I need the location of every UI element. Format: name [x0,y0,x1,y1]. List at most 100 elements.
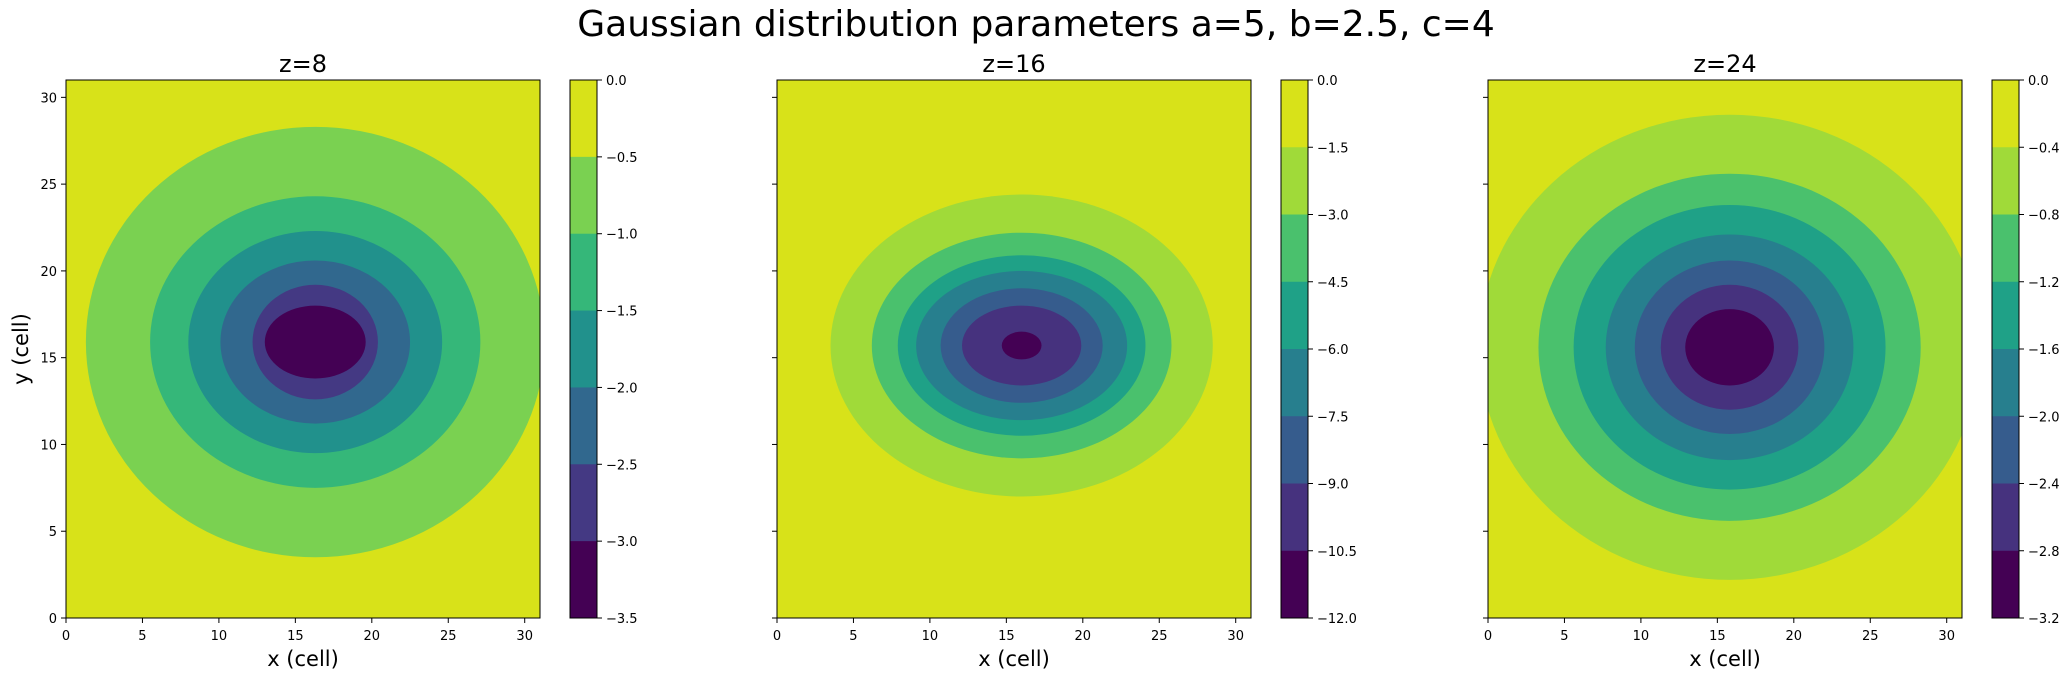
y-tick-label: 20 [40,265,57,280]
colorbar-tick-label: −10.5 [1317,545,1357,560]
contour-band [264,305,366,379]
colorbar-tick-label: −1.5 [1317,141,1349,156]
y-tick-label: 0 [49,612,57,627]
colorbar: 0.0 −0.5 −1.0 −1.5 −2.0 −2.5 −3.0 −3.5 [569,74,638,627]
subplot-title: z=24 [1693,50,1756,78]
colorbar-segment [570,233,597,312]
x-tick-label: 25 [1151,629,1168,644]
contour-bands [1488,114,1962,580]
colorbar-segment [1992,550,2019,619]
colorbar-tick-label: −3.0 [1317,209,1349,224]
x-tick-label: 20 [364,629,381,644]
y-axis-label: y (cell) [9,313,33,385]
colorbar-tick-label: −9.0 [1317,478,1349,493]
colorbar-segment [570,541,597,619]
colorbar-segment [1992,147,2019,215]
colorbar-tick-label: −1.2 [2028,276,2060,291]
colorbar: 0.0 −1.5 −3.0 −4.5 −6.0 −7.5 −9.0 −10.5 −12.0 [1280,74,1357,627]
colorbar-segment [570,156,597,235]
axes-frame [776,79,1252,619]
x-axis-label: x (cell) [267,647,339,671]
colorbar-segment [1281,483,1308,552]
x-tick-label: 30 [1938,629,1955,644]
x-tick-label: 0 [1484,629,1492,644]
colorbar-segment [1992,349,2019,417]
contour-bands [830,194,1213,497]
x-tick-label: 10 [1633,629,1650,644]
colorbar: 0.0 −0.4 −0.8 −1.2 −1.6 −2.0 −2.4 −2.8 −3.2 [1991,74,2060,627]
x-tick-label: 5 [849,629,857,644]
colorbar-tick-label: −1.5 [606,305,638,320]
colorbar-segment [570,464,597,542]
x-tick-label: 20 [1075,629,1092,644]
subplot-panels: 0 5 10 15 20 25 30 0 5 10 15 20 25 30 z=8 x (cell) y (ce… [9,50,2060,671]
x-tick-label: 0 [62,629,70,644]
y-tick-label: 10 [40,438,57,453]
colorbar-segment [1281,349,1308,417]
x-tick-label: 25 [1862,629,1879,644]
colorbar-tick-label: −2.0 [2028,410,2060,425]
x-tick-label: 5 [138,629,146,644]
colorbar-tick-label: −1.6 [2028,343,2060,358]
colorbar-segment [1281,214,1308,283]
contour-bands [85,126,540,558]
subplot-title: z=8 [279,50,327,78]
colorbar-segment [1992,281,2019,350]
colorbar-segment [1992,214,2019,283]
colorbar-segment [570,310,597,388]
contour-band [1001,331,1042,360]
colorbar-tick-label: −2.0 [606,381,638,396]
y-tick-label: 30 [40,91,57,106]
colorbar-tick-label: −3.0 [606,535,638,550]
axes-frame [65,79,541,619]
figure-suptitle: Gaussian distribution parameters a=5, b=… [577,4,1495,45]
colorbar-segment [570,80,597,158]
colorbar-segment [1281,80,1308,148]
colorbar-tick-label: −2.4 [2028,478,2060,493]
colorbar-tick-label: 0.0 [606,74,627,89]
y-tick-label: 15 [40,352,57,367]
y-tick-label: 25 [40,178,57,193]
subplot-3: 0 5 10 15 20 25 30 z=24 x (cell) 0.0 −0.4 −0.8 −1.2 −… [1483,50,2060,671]
colorbar-segment [570,387,597,465]
colorbar-segment [1281,550,1308,619]
x-tick-label: 0 [773,629,781,644]
x-tick-label: 10 [211,629,228,644]
colorbar-segment [1992,483,2019,552]
colorbar-tick-label: −7.5 [1317,410,1349,425]
colorbar-segment [1281,281,1308,350]
x-tick-label: 5 [1560,629,1568,644]
colorbar-tick-label: −2.5 [606,458,638,473]
x-tick-label: 25 [440,629,457,644]
colorbar-tick-label: −3.5 [606,612,638,627]
colorbar-tick-label: 0.0 [2028,74,2049,89]
colorbar-segment [1992,80,2019,148]
x-tick-label: 30 [1227,629,1244,644]
subplot-2: 0 5 10 15 20 25 30 z=16 x (cell) 0.0 −1.5 −3.0 −4.5 −… [772,50,1357,671]
contour-band [1685,309,1774,386]
x-tick-label: 30 [516,629,533,644]
colorbar-segment [1992,416,2019,484]
x-tick-label: 20 [1786,629,1803,644]
colorbar-tick-label: 0.0 [1317,74,1338,89]
subplot-title: z=16 [982,50,1045,78]
colorbar-tick-label: −0.8 [2028,209,2060,224]
x-tick-label: 15 [1709,629,1726,644]
colorbar-frame [569,79,598,619]
colorbar-tick-label: −2.8 [2028,545,2060,560]
x-axis-label: x (cell) [978,647,1050,671]
colorbar-tick-label: −12.0 [1317,612,1357,627]
colorbar-tick-label: −0.5 [606,151,638,166]
subplot-1: 0 5 10 15 20 25 30 0 5 10 15 20 25 30 z=8 x (cell) y (ce… [9,50,638,671]
axes-frame [1487,79,1963,619]
x-tick-label: 10 [922,629,939,644]
colorbar-tick-label: −3.2 [2028,612,2060,627]
colorbar-tick-label: −0.4 [2028,141,2060,156]
colorbar-tick-label: −6.0 [1317,343,1349,358]
x-tick-label: 15 [287,629,304,644]
y-tick-label: 5 [49,525,57,540]
colorbar-tick-label: −1.0 [606,228,638,243]
x-tick-label: 15 [998,629,1015,644]
colorbar-segment [1281,416,1308,484]
